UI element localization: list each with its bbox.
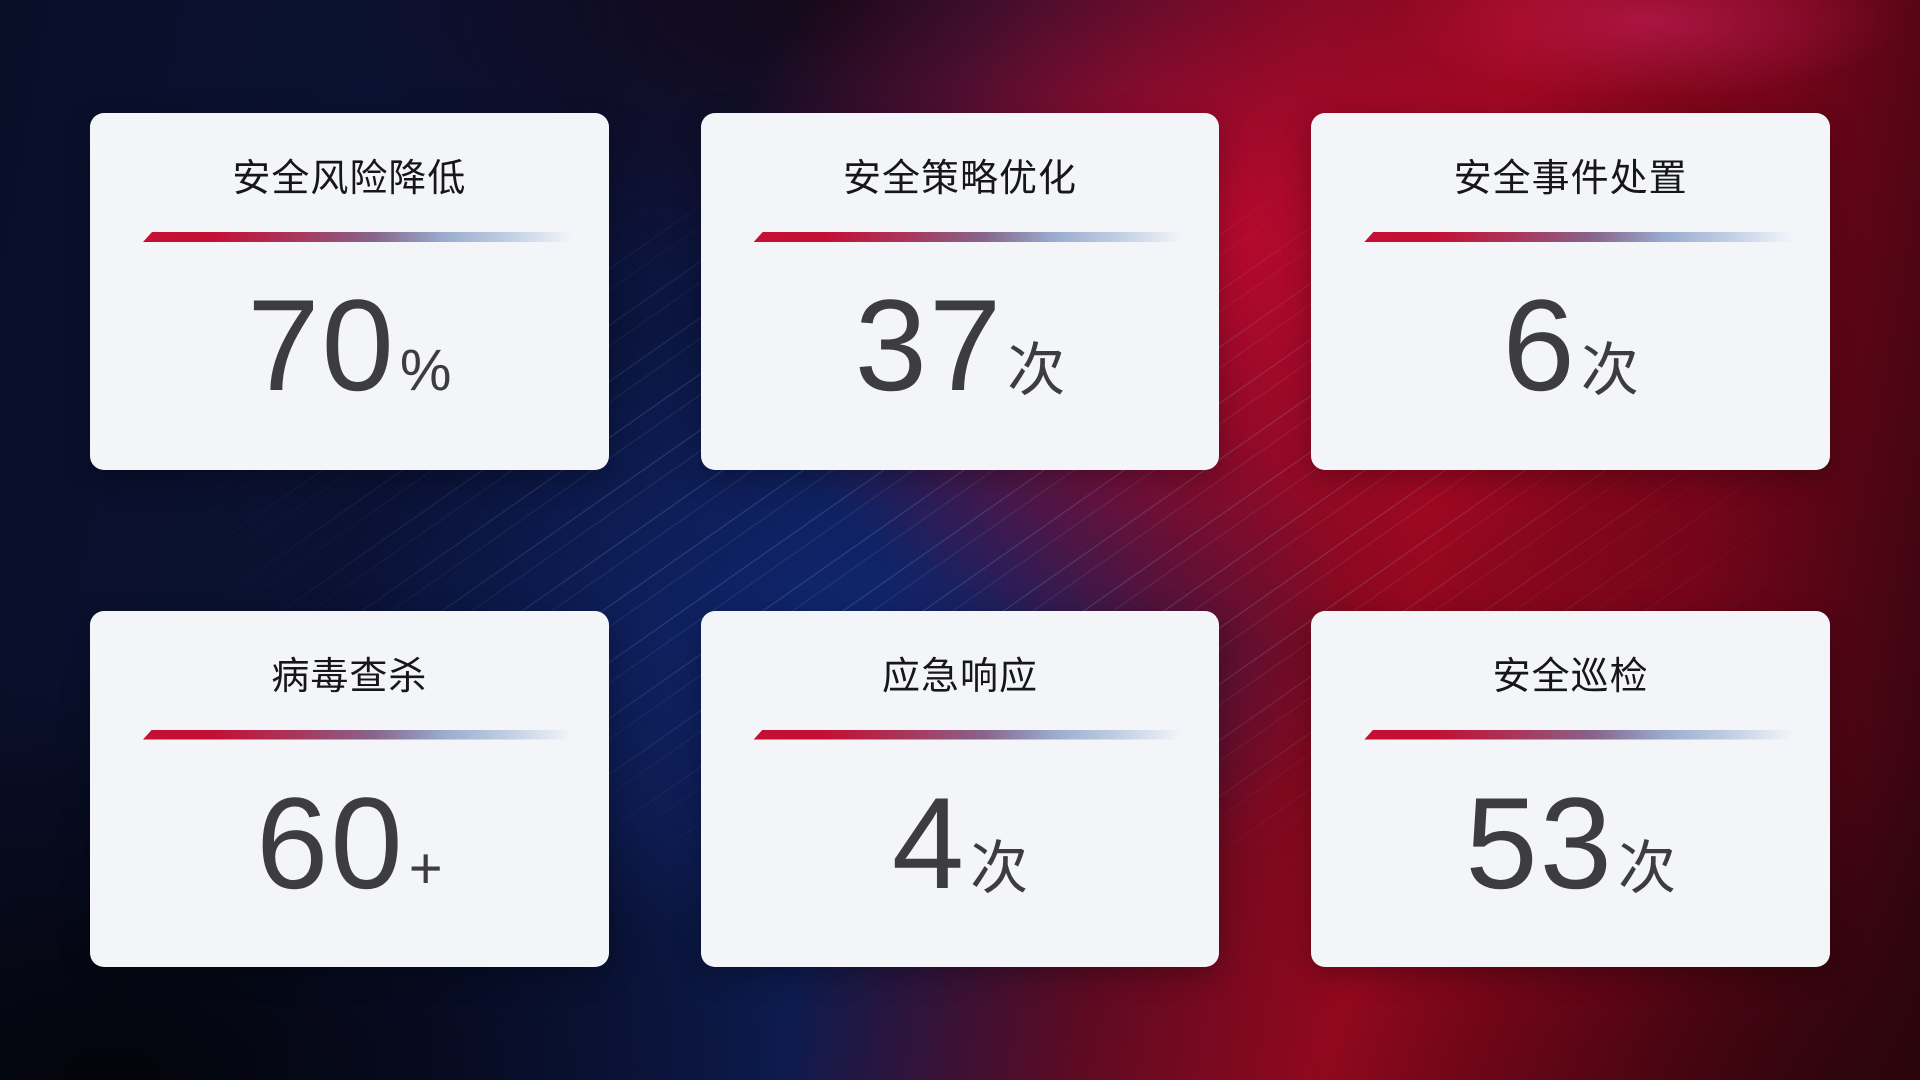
gradient-divider [143,729,585,740]
stat-value-row: 37 次 [701,280,1220,410]
stat-value-suffix: % [399,338,452,403]
stat-value-row: 60 + [90,778,609,908]
stat-value-row: 4 次 [701,778,1220,908]
stat-value-suffix: + [408,835,443,901]
gradient-divider [1364,232,1806,242]
stat-card-security-inspection: 安全巡检 53 次 [1311,610,1830,967]
stat-card-title: 应急响应 [881,655,1038,698]
stat-value-row: 6 次 [1311,280,1830,410]
stat-value-number: 4 [891,769,967,916]
stat-value-number: 6 [1502,272,1577,418]
stat-card-virus-scan: 病毒查杀 60 + [90,610,609,967]
gradient-divider [753,232,1196,242]
stat-card-security-incident-handling: 安全事件处置 6 次 [1311,113,1830,470]
gradient-divider [143,232,585,242]
gradient-divider [753,729,1196,740]
stat-card-security-policy-optimization: 安全策略优化 37 次 [700,113,1220,470]
stat-value-number: 60 [256,769,405,916]
stat-card-title: 安全策略优化 [842,158,1077,200]
stat-value-number: 70 [247,272,396,418]
gradient-divider [1364,729,1806,740]
stat-value-number: 53 [1465,769,1614,916]
stat-card-title: 安全巡检 [1492,655,1649,698]
stat-value-row: 70 % [90,280,609,410]
stat-value-row: 53 次 [1311,778,1830,908]
stat-value-suffix: 次 [1617,835,1676,901]
stat-value-number: 37 [854,272,1004,418]
stat-value-suffix: 次 [970,835,1029,901]
stat-card-title: 安全事件处置 [1453,158,1688,200]
stat-card-emergency-response: 应急响应 4 次 [700,610,1220,967]
stat-card-title: 安全风险降低 [232,158,467,200]
stat-value-suffix: 次 [1007,338,1066,403]
stat-card-title: 病毒查杀 [271,655,428,698]
stat-card-security-risk-reduction: 安全风险降低 70 % [90,113,609,470]
stat-value-suffix: 次 [1580,338,1639,403]
